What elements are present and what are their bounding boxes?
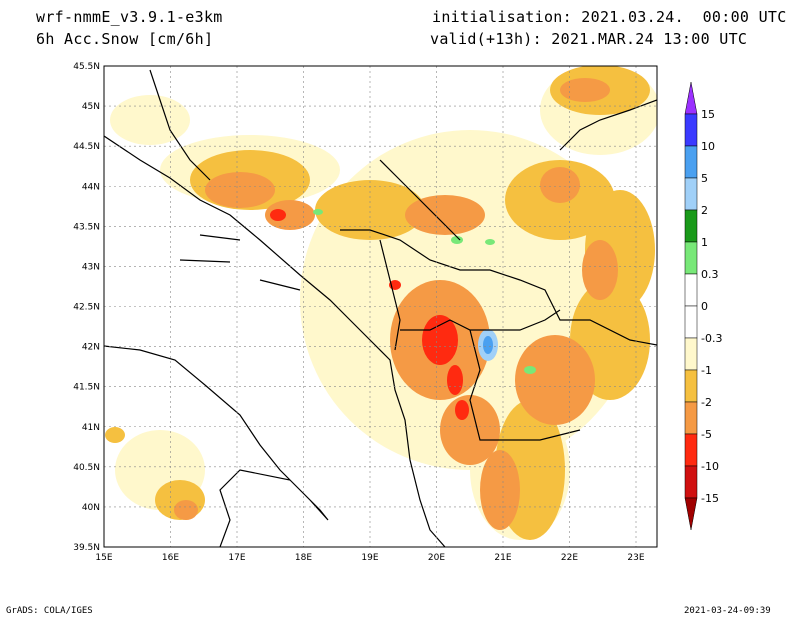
lat-label: 45N <box>82 102 100 112</box>
colorbar-segment <box>684 273 698 307</box>
colorbar-segment <box>684 305 698 339</box>
colorbar-label: 2 <box>701 204 708 217</box>
lon-label: 18E <box>295 553 312 563</box>
graticule <box>104 66 657 547</box>
colorbar-label: -15 <box>701 492 719 505</box>
colorbar-label: -2 <box>701 396 712 409</box>
lat-label: 43N <box>82 262 100 272</box>
lat-label: 41N <box>82 423 100 433</box>
colorbar-segment <box>684 177 698 211</box>
colorbar-label: -1 <box>701 364 712 377</box>
lon-label: 21E <box>494 553 511 563</box>
lat-label: 44N <box>82 182 100 192</box>
colorbar-segment <box>684 465 698 499</box>
colorbar-segment <box>684 337 698 371</box>
lat-label: 40.5N <box>73 463 100 473</box>
credit-label: GrADS: COLA/IGES <box>6 606 93 616</box>
coastlines-and-borders <box>104 69 657 547</box>
timestamp-label: 2021-03-24-09:39 <box>684 606 771 616</box>
lon-label: 23E <box>627 553 644 563</box>
valid-time-label: valid(+13h): 2021.MAR.24 13:00 UTC <box>430 30 748 48</box>
lon-label: 19E <box>361 553 378 563</box>
colorbar-label: 15 <box>701 108 715 121</box>
colorbar-label: -0.3 <box>701 332 722 345</box>
colorbar-label: 0 <box>701 300 708 313</box>
colorbar-segment <box>684 209 698 243</box>
lat-label: 43.5N <box>73 222 100 232</box>
lat-label: 39.5N <box>73 543 100 553</box>
lon-label: 20E <box>428 553 445 563</box>
initialisation-label: initialisation: 2021.03.24. 00:00 UTC <box>432 8 787 26</box>
colorbar-segment <box>684 369 698 403</box>
colorbar-segment <box>684 241 698 275</box>
colorbar-bottom-arrow <box>684 497 698 531</box>
lat-label: 42.5N <box>73 303 100 313</box>
lat-label: 41.5N <box>73 383 100 393</box>
snow-field <box>105 66 657 540</box>
lat-label: 40N <box>82 503 100 513</box>
colorbar-top-arrow <box>684 81 698 115</box>
colorbar-segment <box>684 401 698 435</box>
model-title: wrf-nmmE_v3.9.1-e3km <box>36 8 223 26</box>
colorbar-label: 10 <box>701 140 715 153</box>
lon-label: 22E <box>561 553 578 563</box>
map-frame <box>103 65 658 548</box>
colorbar-label: 0.3 <box>701 268 719 281</box>
lon-label: 17E <box>228 553 245 563</box>
colorbar-label: 5 <box>701 172 708 185</box>
colorbar-segment <box>684 113 698 147</box>
lon-label: 15E <box>95 553 112 563</box>
colorbar-label: -5 <box>701 428 712 441</box>
lat-label: 45.5N <box>73 62 100 72</box>
field-title: 6h Acc.Snow [cm/6h] <box>36 30 214 48</box>
lon-label: 16E <box>162 553 179 563</box>
lat-label: 44.5N <box>73 142 100 152</box>
colorbar-segment <box>684 433 698 467</box>
colorbar-label: -10 <box>701 460 719 473</box>
lat-label: 42N <box>82 343 100 353</box>
colorbar-segment <box>684 145 698 179</box>
colorbar-label: 1 <box>701 236 708 249</box>
